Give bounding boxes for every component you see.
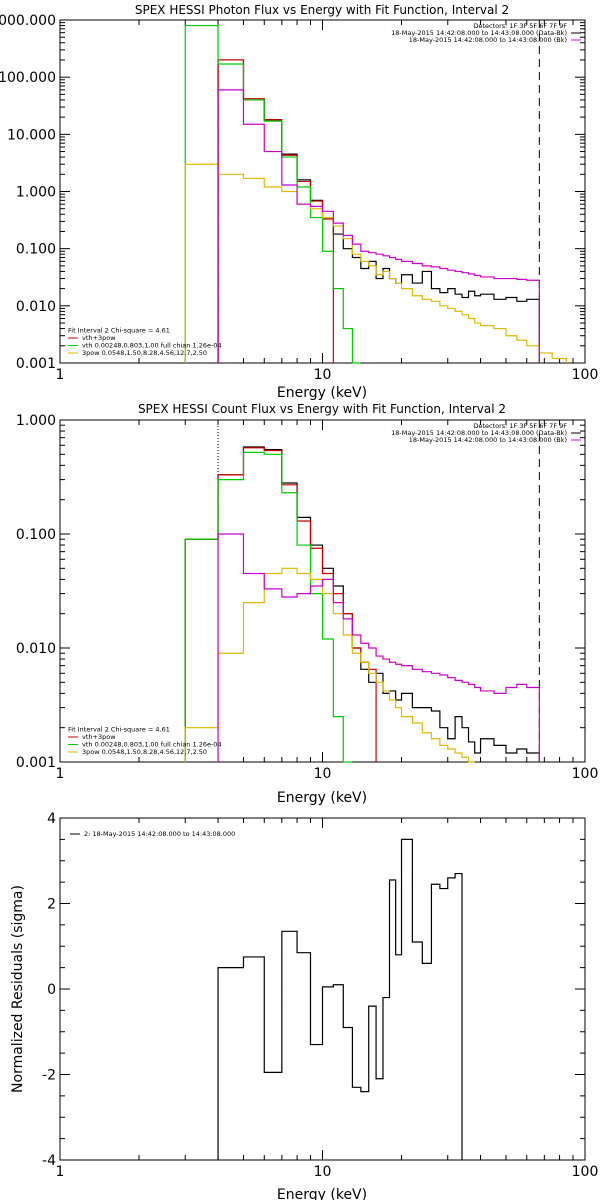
x-tick-label: 100 xyxy=(572,367,599,383)
y-tick-label: 0.010 xyxy=(16,641,56,657)
series-line xyxy=(184,567,475,763)
series-line xyxy=(217,838,463,1160)
series-line xyxy=(217,59,540,363)
series-line xyxy=(184,24,361,364)
y-tick-label: 0.100 xyxy=(16,242,56,258)
x-axis-label: Energy (keV) xyxy=(277,1187,367,1200)
y-tick-label: 4 xyxy=(47,811,56,827)
y-tick-label: 0.001 xyxy=(16,356,56,372)
series-line xyxy=(217,533,540,762)
series-line xyxy=(217,89,540,363)
legend-text: 3pow 0.0548,1.50,8.28,4.56,12.7,2.50 xyxy=(82,349,207,357)
residuals-panel: Energy (keV) Normalized Residuals (sigma… xyxy=(10,811,598,1200)
legend-text: vth+3pow xyxy=(82,334,116,342)
legend-text: 18-May-2015 14:42:08.000 to 14:43:08.000… xyxy=(409,36,567,44)
legend-text: 18-May-2015 14:42:08.000 to 14:43:08.000… xyxy=(391,429,567,437)
y-tick-label: 100.000 xyxy=(0,70,56,86)
y-tick-label: 1.000 xyxy=(16,413,56,429)
plot-frame xyxy=(59,19,586,364)
y-tick-label: 0 xyxy=(47,982,56,998)
x-tick-label: 1 xyxy=(56,766,65,782)
chart-title: SPEX HESSI Photon Flux vs Energy with Fi… xyxy=(135,3,509,17)
legend-text: vth 0.00248,0.803,1.00 full chian 1.26e-… xyxy=(82,342,222,350)
y-tick-label: 0.100 xyxy=(16,527,56,543)
y-tick-label: 1.000 xyxy=(16,185,56,201)
x-tick-label: 10 xyxy=(314,1164,332,1180)
chart-title: SPEX HESSI Count Flux vs Energy with Fit… xyxy=(138,402,506,416)
x-tick-label: 1 xyxy=(56,1164,65,1180)
x-tick-label: 100 xyxy=(572,1164,599,1180)
legend-text: 3pow 0.0548,1.50,8.28,4.56,12.7,2.50 xyxy=(82,748,207,756)
legend-text: 18-May-2015 14:42:08.000 to 14:43:08.000… xyxy=(409,436,567,444)
x-tick-label: 100 xyxy=(572,766,599,782)
x-tick-label: 10 xyxy=(314,367,332,383)
series-line xyxy=(184,447,377,762)
y-tick-label: -2 xyxy=(42,1068,56,1084)
legend-text: Detectors: 1F 3F 5F 6F 7F 9F xyxy=(473,422,567,430)
y-tick-label: 0.001 xyxy=(16,755,56,771)
series-line xyxy=(184,451,353,763)
series-line xyxy=(217,59,334,363)
y-tick-label: 0.010 xyxy=(16,299,56,315)
x-tick-label: 10 xyxy=(314,766,332,782)
legend-text: vth 0.00248,0.803,1.00 full chian 1.26e-… xyxy=(82,741,222,749)
legend-text: Fit Interval 2 Chi-square = 4.61 xyxy=(68,726,170,734)
y-axis-label: Normalized Residuals (sigma) xyxy=(10,885,26,1093)
y-tick-label: 10.000 xyxy=(7,127,56,143)
x-axis-label: Energy (keV) xyxy=(277,790,367,806)
count-flux-panel: SPEX HESSI Count Flux vs Energy with Fit… xyxy=(16,402,598,806)
y-tick-label: -4 xyxy=(42,1153,56,1169)
x-tick-label: 1 xyxy=(56,367,65,383)
legend-text: 18-May-2015 14:42:08.000 to 14:43:08.000… xyxy=(391,29,567,37)
series-line xyxy=(184,446,540,762)
legend-text: Detectors: 1F 3F 5F 6F 7F 9F xyxy=(473,22,567,30)
x-axis-label: Energy (keV) xyxy=(277,385,367,401)
legend-text: Fit Interval 2 Chi-square = 4.61 xyxy=(68,327,170,335)
photon-flux-panel: SPEX HESSI Photon Flux vs Energy with Fi… xyxy=(0,3,598,401)
legend-text: vth+3pow xyxy=(82,733,116,741)
y-tick-label: 2 xyxy=(47,897,56,913)
legend-text: 2: 18-May-2015 14:42:08.000 to 14:43:08.… xyxy=(84,830,235,838)
